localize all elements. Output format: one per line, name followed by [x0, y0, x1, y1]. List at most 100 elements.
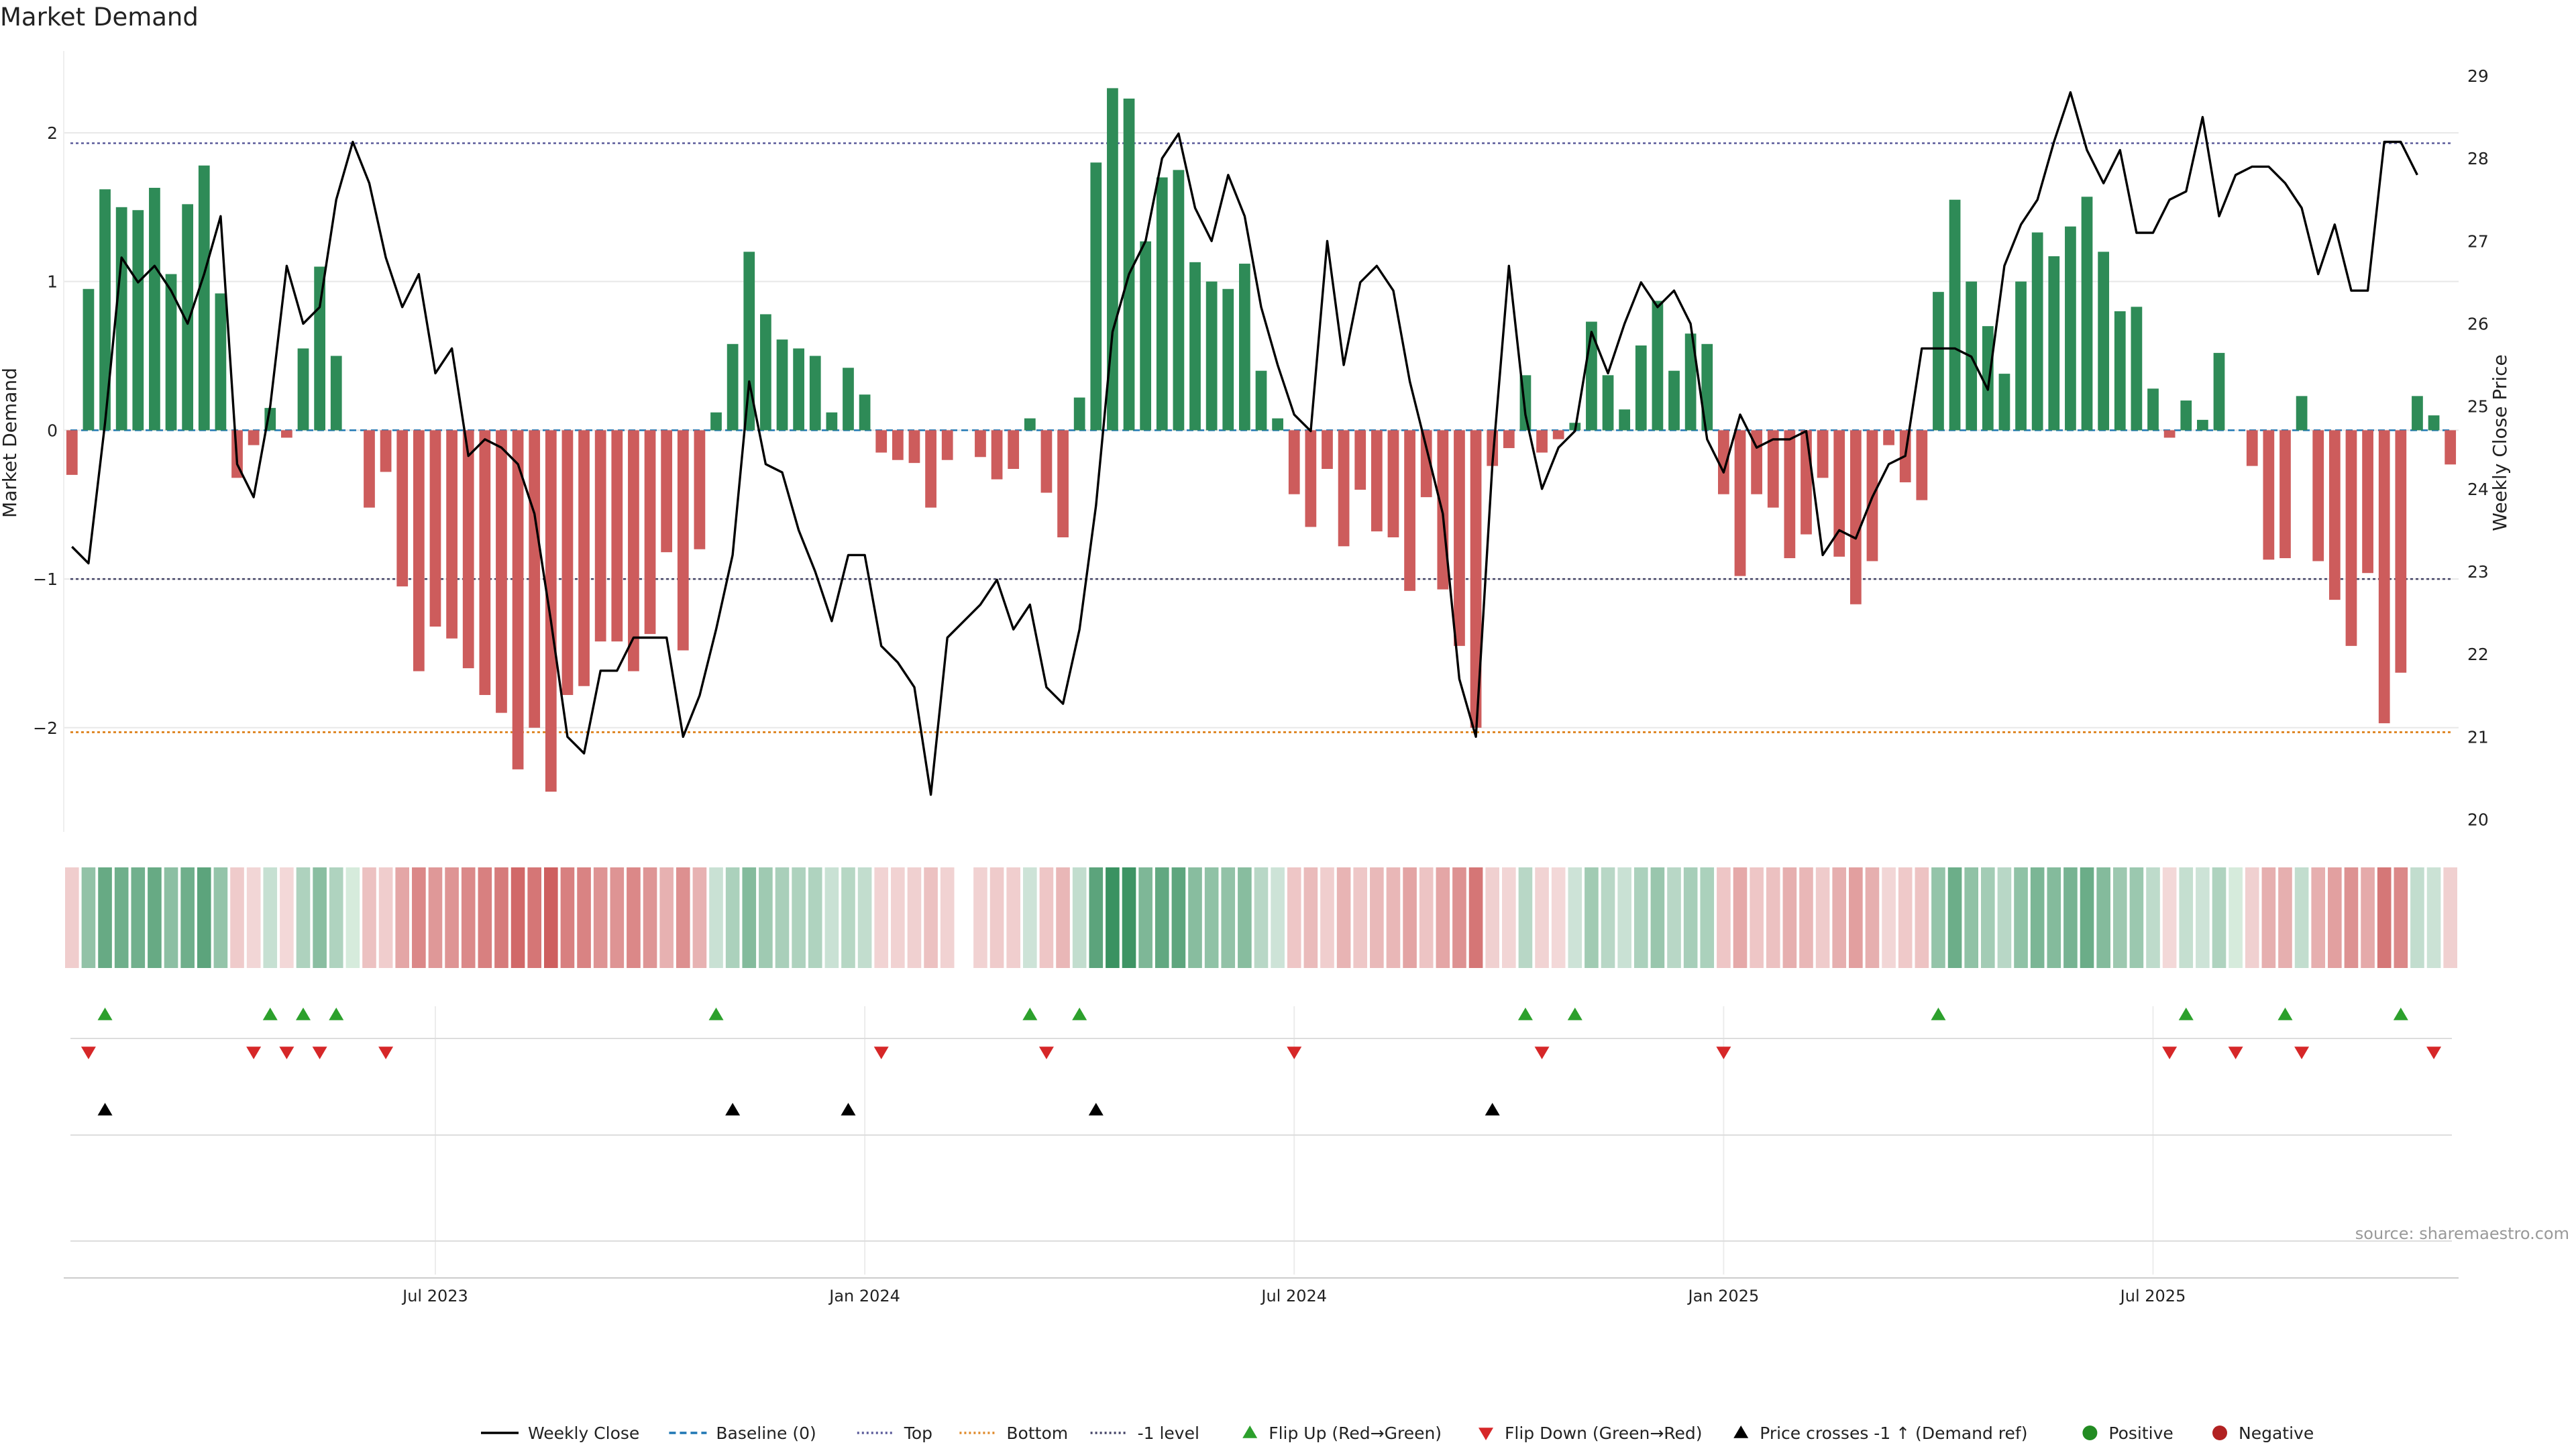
demand-bar [1107, 88, 1118, 431]
demand-bar [1833, 430, 1845, 557]
heat-cell [148, 867, 162, 968]
legend-item: Baseline (0) [669, 1424, 816, 1443]
flip-down-marker [80, 1046, 96, 1059]
legend-label: Bottom [1006, 1424, 1068, 1443]
heat-cell [824, 867, 839, 968]
demand-bar [1040, 430, 1053, 493]
heat-cell [627, 867, 641, 968]
demand-bar [644, 430, 656, 635]
price-cross-marker [97, 1103, 113, 1116]
heat-cell [2261, 867, 2276, 968]
demand-bar [1057, 430, 1069, 538]
demand-bar [776, 339, 788, 431]
heat-cell [1551, 867, 1566, 968]
heat-cell [213, 867, 228, 968]
y-tick-label: 1 [47, 272, 58, 292]
heat-cell [1667, 867, 1681, 968]
heat-cell [1320, 867, 1334, 968]
heat-cell [1403, 867, 1417, 968]
heat-cell [345, 867, 360, 968]
heat-cell [511, 867, 525, 968]
legend-item: Positive [2082, 1424, 2174, 1443]
demand-bar [2081, 197, 2093, 431]
demand-bar [462, 430, 474, 669]
heat-cell [1089, 867, 1104, 968]
demand-bar [892, 430, 904, 460]
demand-bar [710, 412, 722, 431]
heat-cell [610, 867, 625, 968]
demand-bar [1602, 375, 1614, 431]
demand-bar [529, 430, 541, 728]
demand-bar [743, 252, 755, 431]
x-tick-label: Jul 2025 [2119, 1287, 2186, 1305]
y-tick-label: −2 [33, 718, 58, 738]
demand-bar [1536, 430, 1548, 453]
heat-cell [2443, 867, 2457, 968]
heat-cell [593, 867, 608, 968]
heat-cell [263, 867, 278, 968]
heat-cell [2410, 867, 2424, 968]
demand-bar [446, 430, 458, 639]
heat-cell [1452, 867, 1466, 968]
heat-cell [1650, 867, 1665, 968]
heat-cell [1023, 867, 1037, 968]
demand-bar [545, 430, 557, 792]
demand-bar [2031, 232, 2043, 431]
legend-item: Price crosses -1 ↑ (Demand ref) [1733, 1424, 2027, 1443]
heat-cell [378, 867, 393, 968]
demand-bar [1883, 430, 1894, 445]
demand-bar [1998, 374, 2010, 431]
demand-bar [1073, 397, 1085, 431]
heat-cell [2311, 867, 2326, 968]
heat-cell [1221, 867, 1236, 968]
flip-up-marker [329, 1008, 344, 1020]
demand-bar [1767, 430, 1779, 508]
heat-cell [973, 867, 987, 968]
legend-label: Positive [2108, 1424, 2173, 1443]
flip-down-marker [2162, 1046, 2178, 1059]
x-tick-label: Jan 2025 [1687, 1287, 1760, 1305]
heat-cell [197, 867, 211, 968]
legend-triangle-swatch [1242, 1426, 1258, 1438]
flip-down-marker [2294, 1046, 2310, 1059]
demand-bar [496, 430, 507, 713]
demand-bar [2213, 353, 2225, 431]
demand-bar [1454, 430, 1465, 646]
demand-bar [908, 430, 920, 464]
heat-cell [2294, 867, 2309, 968]
demand-bar [1156, 177, 1168, 431]
legend-label: Flip Up (Red→Green) [1269, 1424, 1442, 1443]
demand-bar [1205, 281, 1218, 431]
demand-bar [809, 356, 821, 431]
demand-bar [2197, 419, 2208, 431]
demand-bar [975, 430, 986, 458]
demand-bar [1140, 241, 1152, 431]
heat-cell [329, 867, 343, 968]
heat-cell [2377, 867, 2392, 968]
demand-bar [2015, 281, 2027, 431]
heat-cell [1683, 867, 1698, 968]
heat-cell [1419, 867, 1434, 968]
y-tick-label: −1 [33, 570, 58, 589]
demand-bar [1635, 345, 1647, 431]
heat-cell [2063, 867, 2078, 968]
heat-cell [1336, 867, 1351, 968]
heat-cell [1865, 867, 1880, 968]
y2-tick-label: 24 [2467, 480, 2489, 499]
demand-bar [628, 430, 639, 672]
flip-down-marker [279, 1046, 294, 1059]
source-note: source: sharemaestro.com [2355, 1224, 2569, 1243]
demand-heat-strip [65, 867, 2457, 968]
heat-cell [2129, 867, 2144, 968]
heat-cell [1485, 867, 1499, 968]
legend-dot-swatch [2212, 1426, 2227, 1440]
y2-tick-label: 29 [2467, 66, 2489, 86]
y-tick-label: 0 [47, 421, 58, 440]
flip-up-marker [2178, 1008, 2194, 1020]
legend-item: Flip Down (Green→Red) [1479, 1424, 1703, 1443]
heat-cell [1502, 867, 1516, 968]
heat-cell [2394, 867, 2408, 968]
heat-cell [494, 867, 508, 968]
heat-cell [907, 867, 922, 968]
demand-bar [1933, 292, 1944, 431]
